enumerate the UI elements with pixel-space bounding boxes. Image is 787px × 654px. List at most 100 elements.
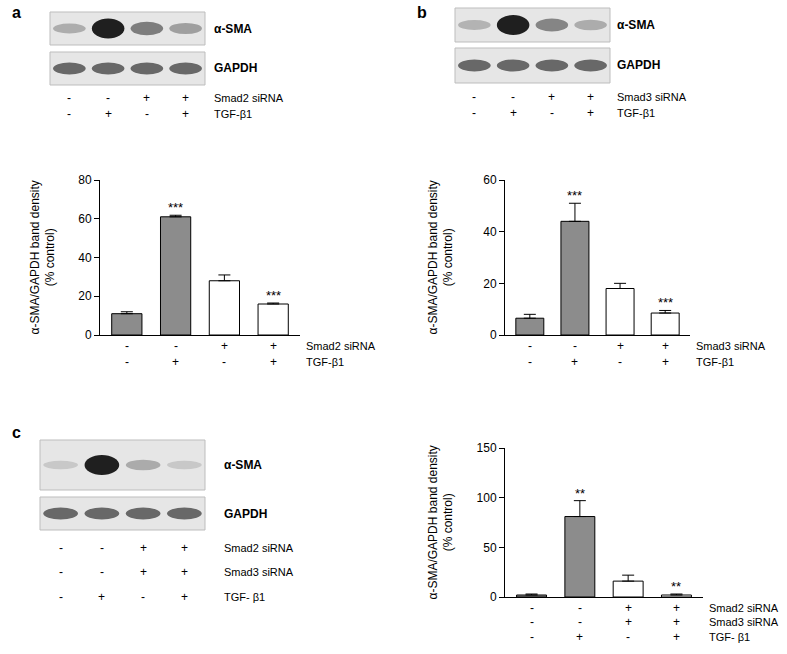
svg-text:-: - [145, 107, 149, 121]
svg-text:α-SMA/GAPDH band density(% con: α-SMA/GAPDH band density(% control) [426, 445, 456, 599]
svg-text:-: - [125, 355, 129, 369]
svg-text:-: - [67, 107, 71, 121]
svg-text:60: 60 [483, 173, 497, 187]
svg-text:+: + [105, 107, 112, 121]
svg-text:+: + [571, 355, 578, 369]
svg-text:-: - [222, 355, 226, 369]
svg-text:+: + [221, 339, 228, 353]
svg-text:-: - [578, 615, 582, 629]
svg-text:-: - [618, 355, 622, 369]
svg-text:-: - [550, 106, 554, 120]
svg-text:-: - [59, 565, 63, 579]
svg-text:+: + [181, 590, 188, 604]
svg-text:+: + [673, 601, 680, 615]
svg-text:-: - [59, 590, 63, 604]
svg-text:-: - [106, 91, 110, 105]
svg-text:+: + [673, 630, 680, 644]
svg-text:Smad2 siRNA: Smad2 siRNA [306, 340, 376, 352]
svg-text:Smad3 siRNA: Smad3 siRNA [224, 566, 294, 578]
svg-text:***: *** [266, 288, 281, 303]
svg-text:-: - [472, 106, 476, 120]
svg-text:+: + [673, 615, 680, 629]
svg-text:**: ** [671, 579, 681, 594]
svg-text:TGF-β1: TGF-β1 [214, 108, 252, 120]
svg-text:+: + [270, 339, 277, 353]
svg-text:0: 0 [490, 590, 497, 604]
svg-text:+: + [510, 106, 517, 120]
svg-text:***: *** [168, 200, 183, 215]
svg-text:+: + [182, 91, 189, 105]
svg-text:+: + [576, 630, 583, 644]
svg-text:a: a [12, 4, 21, 21]
svg-text:150: 150 [477, 441, 497, 455]
svg-text:+: + [625, 615, 632, 629]
svg-text:-: - [472, 90, 476, 104]
svg-text:TGF- β1: TGF- β1 [709, 631, 750, 643]
svg-text:α-SMA: α-SMA [224, 458, 262, 472]
svg-text:20: 20 [483, 277, 497, 291]
svg-text:Smad3 siRNA: Smad3 siRNA [696, 340, 766, 352]
svg-text:Smad2 siRNA: Smad2 siRNA [709, 602, 779, 614]
svg-text:-: - [141, 590, 145, 604]
svg-text:**: ** [575, 486, 585, 501]
svg-text:40: 40 [483, 225, 497, 239]
svg-text:GAPDH: GAPDH [617, 58, 660, 72]
svg-text:0: 0 [490, 328, 497, 342]
svg-text:+: + [662, 339, 669, 353]
svg-text:GAPDH: GAPDH [224, 507, 267, 521]
svg-text:-: - [125, 339, 129, 353]
svg-text:50: 50 [483, 541, 497, 555]
svg-text:+: + [140, 541, 147, 555]
svg-text:-: - [626, 630, 630, 644]
svg-text:-: - [174, 339, 178, 353]
svg-text:Smad3 siRNA: Smad3 siRNA [617, 91, 687, 103]
svg-text:0: 0 [85, 328, 92, 342]
svg-text:100: 100 [477, 491, 497, 505]
svg-text:TGF-β1: TGF-β1 [306, 356, 344, 368]
svg-text:-: - [100, 541, 104, 555]
svg-text:+: + [140, 565, 147, 579]
svg-text:+: + [182, 107, 189, 121]
svg-text:-: - [573, 339, 577, 353]
svg-text:-: - [530, 630, 534, 644]
svg-text:-: - [530, 615, 534, 629]
svg-text:-: - [100, 565, 104, 579]
svg-text:+: + [98, 590, 105, 604]
svg-text:+: + [143, 91, 150, 105]
svg-text:-: - [528, 355, 532, 369]
svg-text:α-SMA: α-SMA [214, 22, 252, 36]
svg-text:***: *** [567, 188, 582, 203]
svg-text:TGF- β1: TGF- β1 [224, 591, 265, 603]
svg-text:-: - [511, 90, 515, 104]
svg-text:-: - [528, 339, 532, 353]
svg-text:+: + [587, 90, 594, 104]
svg-text:α-SMA/GAPDH band density(% con: α-SMA/GAPDH band density(% control) [28, 180, 58, 334]
svg-text:-: - [67, 91, 71, 105]
svg-text:TGF-β1: TGF-β1 [696, 356, 734, 368]
svg-text:60: 60 [78, 212, 92, 226]
svg-text:+: + [625, 601, 632, 615]
svg-text:GAPDH: GAPDH [214, 61, 257, 75]
svg-text:-: - [59, 541, 63, 555]
svg-text:-: - [530, 601, 534, 615]
svg-text:+: + [181, 541, 188, 555]
svg-text:***: *** [658, 295, 673, 310]
svg-text:+: + [172, 355, 179, 369]
svg-text:+: + [270, 355, 277, 369]
svg-text:Smad2 siRNA: Smad2 siRNA [224, 542, 294, 554]
svg-text:80: 80 [78, 173, 92, 187]
svg-text:+: + [617, 339, 624, 353]
svg-text:+: + [587, 106, 594, 120]
svg-text:c: c [12, 424, 21, 441]
svg-text:b: b [417, 4, 427, 21]
svg-text:20: 20 [78, 289, 92, 303]
svg-text:-: - [578, 601, 582, 615]
svg-text:Smad3 siRNA: Smad3 siRNA [709, 616, 779, 628]
svg-text:α-SMA/GAPDH band density(% con: α-SMA/GAPDH band density(% control) [426, 180, 456, 334]
svg-text:α-SMA: α-SMA [617, 18, 655, 32]
svg-text:40: 40 [78, 251, 92, 265]
svg-text:TGF-β1: TGF-β1 [617, 107, 655, 119]
svg-text:+: + [181, 565, 188, 579]
svg-text:+: + [548, 90, 555, 104]
svg-text:+: + [662, 355, 669, 369]
